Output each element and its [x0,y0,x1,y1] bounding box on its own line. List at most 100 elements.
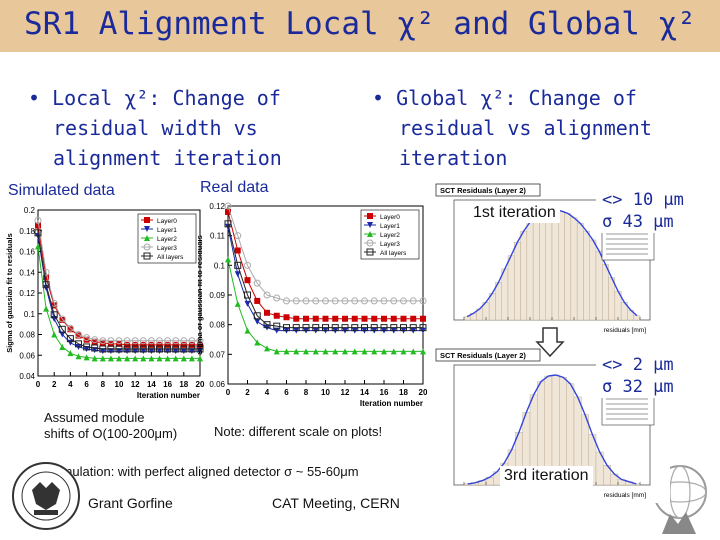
data-point [188,345,196,353]
data-point [351,297,359,305]
data-point [115,337,123,345]
data-point [115,345,123,353]
data-point [148,341,155,348]
data-point [197,355,203,362]
data-point [341,297,349,305]
data-point [51,302,58,309]
data-point [264,309,270,316]
data-point [273,322,281,330]
data-point [264,345,270,352]
data-point [50,311,58,319]
y-tick-label: 0.08 [19,331,35,340]
data-point [99,345,107,353]
hist-x-label: residuals [mm] [604,492,646,499]
data-point [131,337,139,345]
data-point [164,348,171,355]
data-point [164,341,171,348]
hist-bin [633,315,641,321]
hist-bin [589,239,597,321]
data-point [351,348,358,355]
x-tick-label: 4 [68,380,73,389]
data-point [83,334,91,342]
y-tick-label: 0.12 [19,289,35,298]
title-bar [0,0,720,52]
data-point [283,348,290,355]
real-chart: 0.06 0.07 0.08 0.09 0.1 0.11 0.12 0 2 4 6 8 10 12 14 16… [198,202,428,408]
data-point [132,348,139,355]
y-tick-label: 0.18 [19,227,35,236]
data-point [164,345,172,353]
hist-bin [532,216,540,321]
data-point [99,337,107,345]
hist-bin [576,223,584,321]
data-point [107,345,115,353]
data-point [43,274,50,281]
data-point [66,324,74,332]
data-point [283,324,290,332]
x-axis-label: Iteration number [137,391,200,400]
data-point [59,343,66,350]
data-point [99,355,106,362]
data-point [390,324,398,332]
right-bullet-line-1: • Global χ²: Change of [372,86,637,110]
data-point [172,345,180,353]
legend-label: All layers [380,250,407,257]
simulated-label: Simulated data [8,182,115,199]
data-point [410,315,417,322]
x-tick-label: 0 [226,388,231,397]
data-point [180,341,187,348]
data-point [332,348,339,355]
data-point [234,232,242,240]
hist-bin [570,217,578,321]
data-point [140,355,147,362]
data-point [273,348,280,355]
y-tick-label: 0.08 [209,321,225,330]
third-iteration-label: 3rd iteration [500,466,593,486]
legend-label: Layer1 [157,227,177,234]
data-point [390,315,397,322]
data-point [361,297,368,305]
data-point [83,336,90,343]
data-point [35,222,41,229]
data-point [342,348,348,355]
x-tick-label: 18 [399,388,408,397]
x-tick-label: 16 [163,380,172,389]
first-iteration-label: 1st iteration [469,203,560,223]
data-point [419,297,427,305]
data-point [400,297,407,305]
hist-bin [539,213,546,321]
hist-bin [564,213,572,321]
data-point [224,220,232,228]
hist-bin [501,268,509,321]
data-point [156,345,163,353]
gaussian-fit-line [467,374,637,485]
data-point [390,297,398,305]
data-point [380,297,388,305]
data-point [283,297,290,305]
hist-bin [558,210,565,321]
data-point [156,348,163,355]
data-point [197,348,203,355]
data-point [75,353,82,360]
data-point [83,343,91,351]
data-point [139,345,147,353]
data-point [224,202,232,210]
data-point [91,344,99,352]
data-point [67,326,74,333]
data-point [234,261,242,269]
data-point [91,338,98,345]
data-point [263,291,271,299]
data-point [254,339,261,346]
data-point [180,355,187,362]
data-point [400,324,407,332]
x-tick-label: 20 [419,388,428,397]
data-point [244,261,251,269]
x-tick-label: 0 [36,380,41,389]
hist-bin [545,210,553,321]
data-point [332,315,339,322]
data-point [132,355,139,362]
data-point [225,208,231,215]
x-tick-label: 2 [52,380,57,389]
hist-bin [602,264,609,321]
data-point [312,348,319,355]
